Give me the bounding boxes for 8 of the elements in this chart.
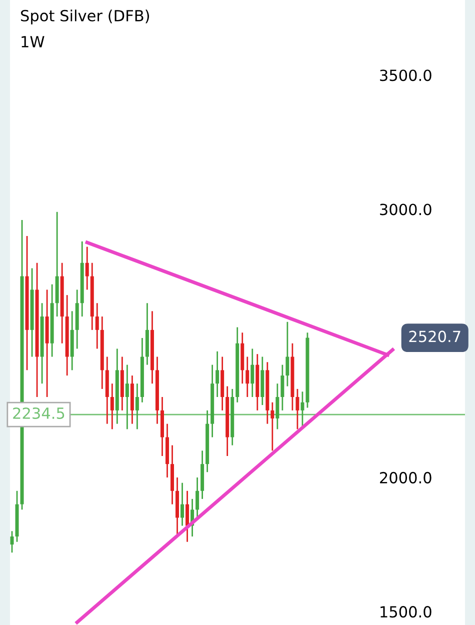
text: 1W xyxy=(22,36,44,48)
y-tick-label: 3500.0 xyxy=(380,70,432,82)
y-tick-label: 1500.0 xyxy=(380,606,432,618)
text: Spot Silver (DFB) xyxy=(21,10,149,24)
y-tick-label: 2000.0 xyxy=(380,472,432,484)
y-tick-label: 3000.0 xyxy=(380,204,432,216)
ref-line-label: 2234.5 xyxy=(13,407,64,419)
text: 2520.7 xyxy=(409,330,460,342)
